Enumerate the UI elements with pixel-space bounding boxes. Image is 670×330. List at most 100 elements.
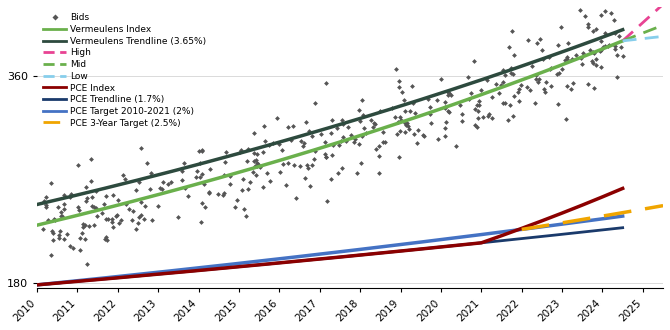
PCE 3-Year Target (2.5%) (600, 214, 608, 218)
Vermeulens Trendline (3.65%) (202, 160, 210, 164)
Bids (98, 202, 109, 207)
Bids (38, 199, 49, 205)
Bids (320, 155, 331, 160)
Bids (612, 75, 622, 80)
Bids (497, 79, 508, 84)
PCE 3-Year Target (2.5%) (630, 209, 638, 213)
Bids (277, 147, 287, 152)
Bids (394, 79, 405, 84)
Bids (326, 177, 336, 182)
Bids (567, 80, 578, 85)
PCE Target 2010-2021 (2%) (80, 278, 88, 282)
Bids (529, 100, 540, 105)
Bids (559, 57, 570, 62)
Bids (196, 200, 207, 205)
Low (649, 36, 657, 40)
Bids (500, 101, 511, 106)
Vermeulens Index (528, 74, 536, 78)
Line: PCE Trendline (1.7%): PCE Trendline (1.7%) (37, 228, 622, 285)
Bids (516, 82, 527, 88)
Bids (243, 146, 253, 151)
Bids (551, 71, 562, 77)
Bids (531, 40, 542, 46)
Bids (513, 89, 524, 95)
Bids (196, 172, 207, 177)
Bids (393, 119, 403, 124)
Bids (586, 58, 597, 63)
Bids (470, 123, 480, 128)
PCE 3-Year Target (2.5%) (523, 227, 531, 231)
Bids (260, 139, 271, 144)
Bids (378, 139, 389, 144)
Line: Vermeulens Trendline (3.65%): Vermeulens Trendline (3.65%) (37, 30, 622, 205)
Bids (90, 205, 101, 211)
PCE Target 2010-2021 (2%) (618, 214, 626, 218)
Bids (507, 28, 517, 33)
Bids (310, 100, 320, 106)
Mid (629, 35, 637, 39)
PCE 3-Year Target (2.5%) (640, 207, 648, 211)
Bids (133, 220, 143, 226)
Bids (473, 115, 484, 121)
Bids (612, 53, 622, 58)
Bids (57, 213, 68, 218)
Bids (368, 125, 379, 130)
Bids (440, 134, 450, 139)
PCE Index (417, 247, 425, 251)
Bids (224, 173, 235, 178)
Bids (219, 159, 230, 165)
Bids (240, 214, 251, 219)
Bids (360, 131, 371, 136)
PCE Target 2010-2021 (2%) (33, 283, 41, 287)
Bids (135, 146, 146, 151)
Bids (77, 224, 88, 230)
Bids (582, 24, 593, 29)
Bids (76, 231, 87, 236)
Bids (425, 104, 436, 110)
Bids (373, 170, 384, 175)
Bids (75, 248, 86, 253)
Bids (350, 136, 360, 141)
Bids (197, 147, 208, 152)
PCE 3-Year Target (2.5%) (581, 217, 589, 221)
High (659, 2, 667, 6)
Bids (178, 160, 189, 166)
Bids (562, 83, 573, 88)
Bids (100, 235, 111, 240)
Bids (440, 99, 450, 104)
Low (629, 38, 637, 42)
Bids (306, 163, 317, 168)
Bids (85, 156, 96, 161)
PCE 3-Year Target (2.5%) (649, 205, 657, 209)
Bids (358, 125, 369, 130)
Bids (204, 189, 214, 195)
Bids (533, 77, 544, 82)
Bids (248, 169, 259, 175)
Bids (251, 158, 262, 163)
Bids (84, 223, 94, 228)
Bids (484, 112, 494, 117)
Bids (482, 113, 493, 118)
Bids (443, 109, 454, 114)
PCE 3-Year Target (2.5%) (606, 213, 614, 217)
Bids (408, 100, 419, 105)
Bids (457, 111, 468, 116)
Bids (277, 161, 288, 167)
Bids (541, 80, 551, 85)
Bids (306, 134, 317, 139)
PCE Target 2010-2021 (2%) (417, 240, 425, 244)
Bids (54, 235, 64, 240)
Bids (588, 50, 599, 55)
Bids (357, 134, 368, 139)
High (631, 27, 639, 31)
PCE 3-Year Target (2.5%) (634, 208, 643, 212)
Vermeulens Trendline (3.65%) (417, 98, 425, 102)
Bids (472, 108, 483, 113)
Bids (397, 89, 407, 95)
Low (657, 35, 665, 39)
Bids (425, 121, 436, 126)
Bids (234, 149, 245, 154)
Bids (443, 92, 454, 97)
Bids (545, 66, 556, 71)
Bids (251, 160, 262, 165)
